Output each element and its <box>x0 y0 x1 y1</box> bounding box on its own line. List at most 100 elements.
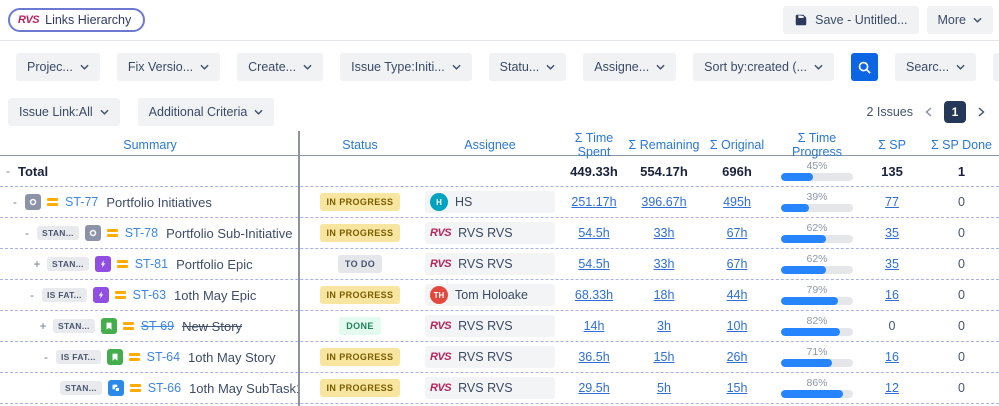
column-resize-divider[interactable] <box>298 131 300 406</box>
time-spent-link[interactable]: 14h <box>583 319 605 333</box>
filter-project[interactable]: Projec... <box>16 53 100 81</box>
save-icon <box>794 13 808 27</box>
story-icon <box>100 318 117 334</box>
filter-fix-version-label: Fix Versio... <box>127 60 194 74</box>
original-link[interactable]: 10h <box>726 319 748 333</box>
filter-search-dropdown[interactable]: Searc... <box>895 53 977 81</box>
issue-key-link[interactable]: ST-66 <box>147 381 182 395</box>
issues-count: 2 Issues <box>866 105 913 119</box>
filter-fix-version[interactable]: Fix Versio... <box>116 53 221 81</box>
current-page-button[interactable]: 1 <box>944 101 966 123</box>
search-button[interactable] <box>851 53 878 81</box>
additional-criteria-label: Additional Criteria <box>148 105 248 119</box>
time-spent-link[interactable]: 54.5h <box>578 257 610 271</box>
expand-toggle[interactable]: - <box>30 288 34 302</box>
column-header-summary[interactable]: Summary <box>123 138 177 152</box>
expand-toggle[interactable]: + <box>39 319 47 333</box>
remaining-link[interactable]: 33h <box>653 257 675 271</box>
avatar: TH <box>430 286 448 304</box>
priority-medium-icon <box>106 229 118 237</box>
total-original: 696h <box>722 163 752 179</box>
prev-page-button[interactable] <box>923 105 934 119</box>
issue-key-link[interactable]: ST-63 <box>132 288 167 302</box>
original-link[interactable]: 44h <box>726 288 748 302</box>
time-spent-link[interactable]: 251.17h <box>571 195 617 209</box>
fields-button[interactable]: Fields <box>993 53 999 81</box>
remaining-link[interactable]: 33h <box>653 226 675 240</box>
initiative-icon <box>84 225 101 241</box>
rvs-avatar: RVS <box>430 351 452 363</box>
column-header-remaining[interactable]: Σ Remaining <box>628 138 700 152</box>
sp-link[interactable]: 35 <box>885 257 899 271</box>
links-hierarchy-chip[interactable]: RVS Links Hierarchy <box>8 8 146 32</box>
time-spent-link[interactable]: 54.5h <box>578 226 610 240</box>
additional-criteria-button[interactable]: Additional Criteria <box>137 98 275 126</box>
issue-key-link[interactable]: ST-78 <box>124 226 159 240</box>
table-row: STAN... ST-66 1oth May SubTask1 IN PROGR… <box>0 373 999 404</box>
remaining-link[interactable]: 5h <box>657 381 671 395</box>
status-badge: IN PROGRESS <box>319 379 401 397</box>
issue-link-filter[interactable]: Issue Link:All <box>8 98 120 126</box>
sp-link[interactable]: 12 <box>885 381 899 395</box>
time-spent-link[interactable]: 29.5h <box>578 381 610 395</box>
original-link[interactable]: 67h <box>726 226 748 240</box>
issue-key-link[interactable]: ST-77 <box>65 195 99 209</box>
original-link[interactable]: 495h <box>723 195 751 209</box>
next-page-button[interactable] <box>976 105 987 119</box>
assignee-cell[interactable]: RVS RVS RVS <box>425 253 555 275</box>
remaining-link[interactable]: 18h <box>653 288 675 302</box>
sp-link[interactable]: 77 <box>885 195 899 209</box>
status-badge: DONE <box>339 317 381 335</box>
column-header-time-progress[interactable]: Σ Time Progress <box>791 131 843 159</box>
filter-sort-by[interactable]: Sort by:created (... <box>693 53 834 81</box>
expand-toggle[interactable]: - <box>25 226 29 240</box>
issue-link-filter-label: Issue Link:All <box>19 105 93 119</box>
time-spent-link[interactable]: 36.5h <box>578 350 610 364</box>
remaining-link[interactable]: 15h <box>653 350 675 364</box>
column-header-status[interactable]: Status <box>342 138 378 152</box>
filter-assignee[interactable]: Assigne... <box>583 53 677 81</box>
issue-summary: Portfolio Sub-Initiative <box>166 225 293 241</box>
column-header-sp[interactable]: Σ SP <box>878 138 906 152</box>
sp-link[interactable]: 16 <box>885 350 899 364</box>
assignee-cell[interactable]: RVS RVS RVS <box>425 222 555 244</box>
filter-created[interactable]: Create... <box>237 53 324 81</box>
sp-link[interactable]: 35 <box>885 226 899 240</box>
issue-summary: New Story <box>182 318 243 334</box>
chevron-down-icon <box>452 64 461 70</box>
original-link[interactable]: 15h <box>726 381 748 395</box>
filter-status[interactable]: Statu... <box>488 53 567 81</box>
expand-toggle[interactable]: - <box>13 195 17 209</box>
column-header-assignee[interactable]: Assignee <box>464 138 516 152</box>
issue-key-link[interactable]: ST-81 <box>134 257 169 271</box>
link-type-tag: STAN... <box>47 257 89 271</box>
issue-key-link[interactable]: ST-69 <box>140 319 175 333</box>
expand-toggle[interactable]: + <box>33 257 41 271</box>
assignee-cell[interactable]: RVS RVS RVS <box>425 346 555 368</box>
filter-search-dropdown-label: Searc... <box>906 60 950 74</box>
sp-link[interactable]: 16 <box>885 288 899 302</box>
original-link[interactable]: 26h <box>726 350 748 364</box>
chevron-down-icon <box>80 64 89 70</box>
time-spent-link[interactable]: 68.33h <box>574 288 614 302</box>
sp-value: 0 <box>888 319 896 333</box>
assignee-cell[interactable]: RVS RVS RVS <box>425 315 555 337</box>
issue-key-link[interactable]: ST-64 <box>146 350 181 364</box>
remaining-link[interactable]: 396.67h <box>641 195 687 209</box>
column-header-time-spent[interactable]: Σ Time Spent <box>574 131 614 159</box>
column-header-original[interactable]: Σ Original <box>709 138 765 152</box>
link-type-tag: STAN... <box>53 319 95 333</box>
expand-toggle[interactable]: - <box>44 350 48 364</box>
more-button[interactable]: More <box>926 6 993 34</box>
assignee-cell[interactable]: RVS RVS RVS <box>425 377 555 399</box>
filter-sort-by-label: Sort by:created (... <box>704 60 807 74</box>
assignee-cell[interactable]: TH Tom Holoake <box>425 284 555 306</box>
remaining-link[interactable]: 3h <box>657 319 671 333</box>
filter-issue-type[interactable]: Issue Type:Initi... <box>340 53 472 81</box>
save-button[interactable]: Save - Untitled... <box>783 6 919 34</box>
original-link[interactable]: 67h <box>726 257 748 271</box>
expand-toggle[interactable]: - <box>6 164 10 178</box>
chevron-down-icon <box>956 64 965 70</box>
assignee-cell[interactable]: H HS <box>425 191 555 213</box>
column-header-sp-done[interactable]: Σ SP Done <box>930 138 992 152</box>
